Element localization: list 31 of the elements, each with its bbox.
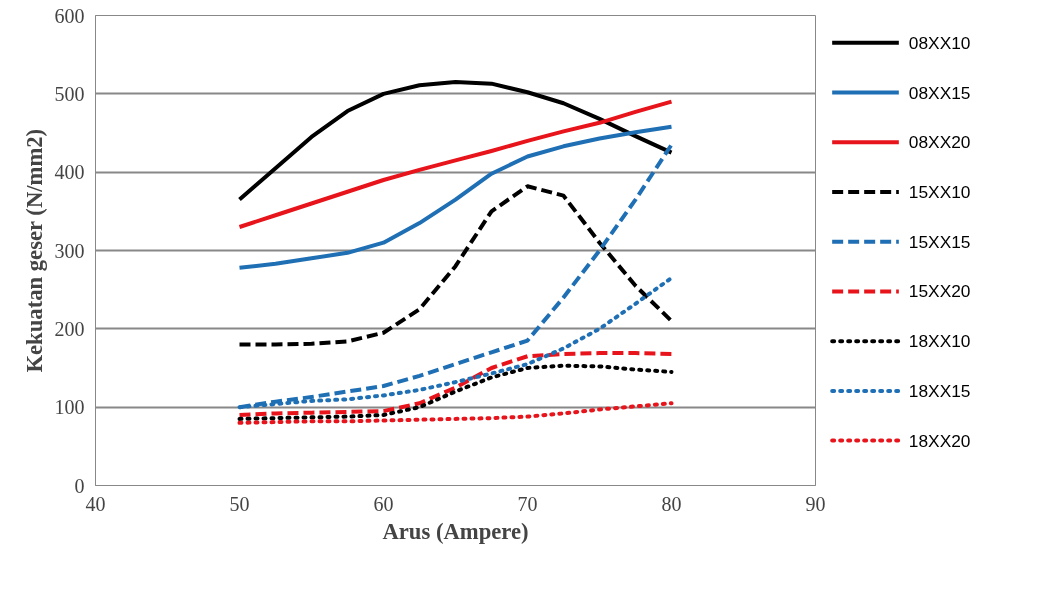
legend-label: 08XX20	[908, 132, 971, 153]
line-series	[237, 124, 674, 270]
legend-label: 08XX15	[908, 82, 971, 103]
x-tick-label: 40	[85, 492, 106, 515]
legend-label: 15XX10	[908, 181, 971, 202]
legend-label: 15XX15	[908, 231, 971, 252]
line-series	[237, 99, 674, 229]
y-tick-label: 600	[54, 4, 85, 27]
x-tick-label: 50	[229, 492, 250, 515]
x-tick-label: 80	[661, 492, 682, 515]
legend-label: 18XX15	[908, 380, 971, 401]
y-tick-label: 300	[54, 239, 85, 262]
legend-label: 18XX20	[908, 430, 971, 451]
line-series	[237, 363, 674, 421]
legend-label: 08XX10	[908, 32, 971, 53]
x-tick-label: 90	[805, 492, 826, 515]
y-tick-label: 200	[54, 317, 85, 340]
y-axis-title: Kekuatan geser (N/mm2)	[21, 128, 47, 373]
line-series	[237, 351, 674, 417]
legend-label: 15XX20	[908, 281, 971, 302]
line-series	[237, 401, 674, 425]
legend-label: 18XX10	[908, 331, 971, 352]
y-tick-label: 0	[74, 474, 85, 497]
y-tick-label: 400	[54, 161, 85, 184]
line-series	[237, 80, 674, 202]
y-tick-label: 100	[54, 396, 85, 419]
x-axis-title: Arus (Ampere)	[382, 518, 529, 544]
x-tick-label: 60	[373, 492, 394, 515]
y-tick-label: 500	[54, 82, 85, 105]
line-series	[237, 184, 674, 347]
x-tick-label: 70	[517, 492, 538, 515]
